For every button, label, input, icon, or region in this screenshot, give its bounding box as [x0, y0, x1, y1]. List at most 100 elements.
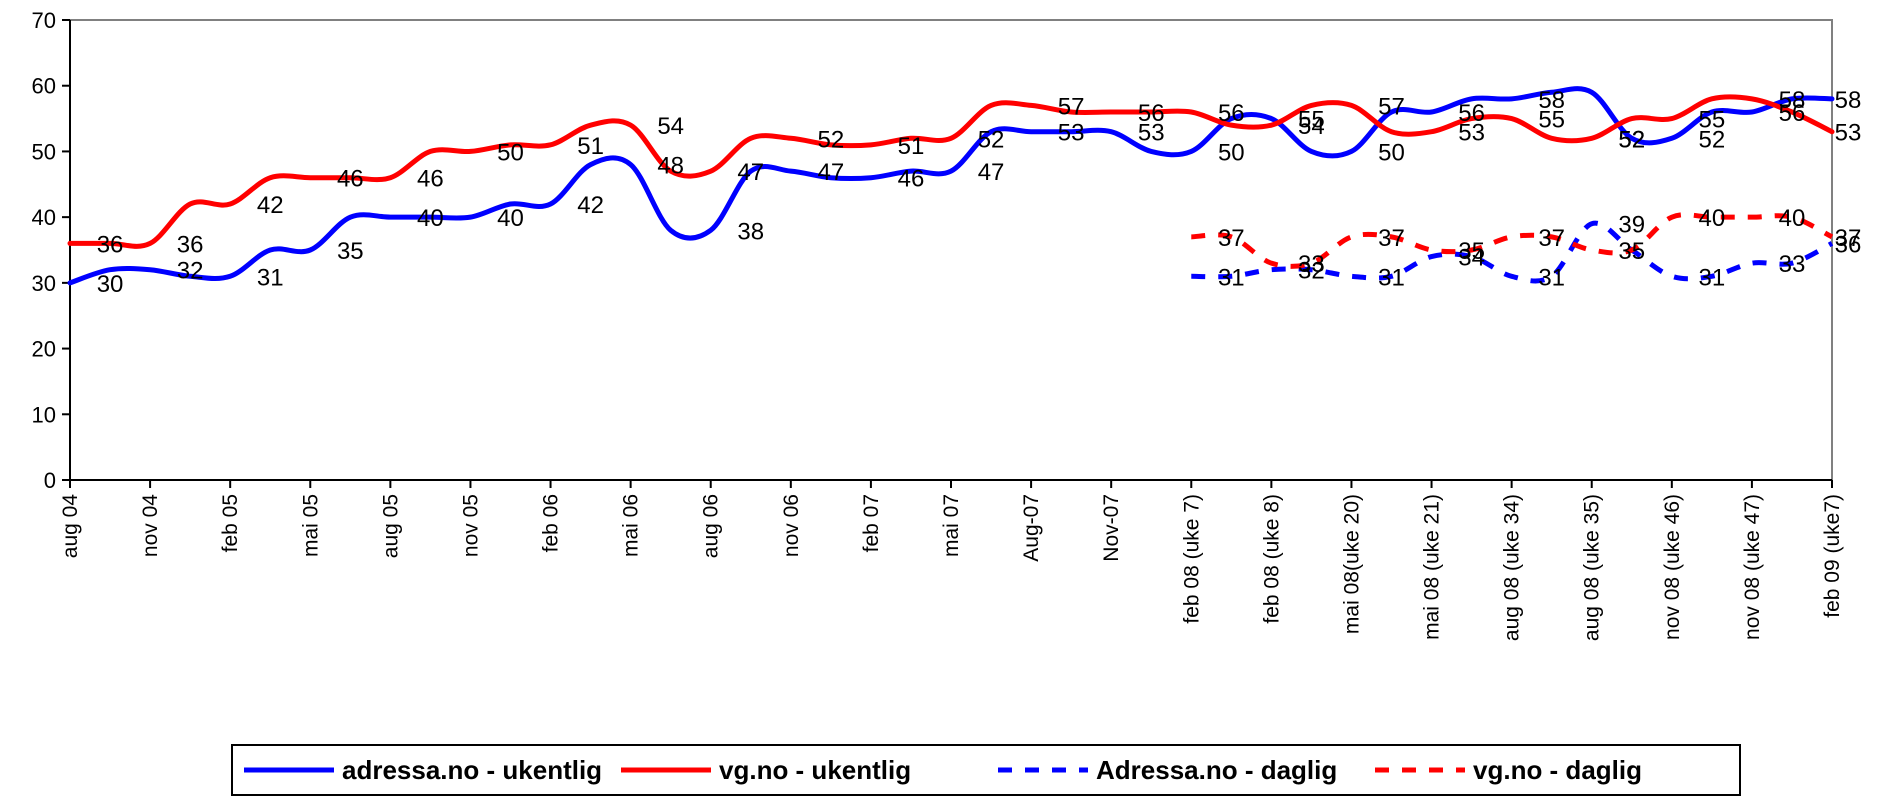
x-tick-label: feb 08 (uke 8): [1260, 494, 1283, 624]
data-label: 37: [1218, 225, 1245, 252]
data-label: 31: [1218, 264, 1245, 291]
data-label: 39: [1618, 212, 1645, 239]
x-tick-label: feb 07: [860, 494, 883, 552]
data-label: 35: [1458, 238, 1485, 265]
x-tick-label: mai 08 (uke 21): [1421, 494, 1444, 640]
data-label: 37: [1538, 225, 1565, 252]
data-label: 40: [497, 205, 524, 232]
data-label: 54: [1298, 113, 1325, 140]
x-tick-label: nov 08 (uke 46): [1661, 494, 1684, 640]
data-label: 42: [577, 192, 604, 219]
data-label: 50: [1378, 139, 1405, 166]
legend-label-2: Adressa.no - daglig: [1096, 755, 1337, 785]
legend-label-3: vg.no - daglig: [1473, 755, 1642, 785]
legend-label-1: vg.no - ukentlig: [719, 755, 911, 785]
data-label: 47: [978, 159, 1005, 186]
x-tick-label: aug 08 (uke 34): [1501, 494, 1524, 641]
data-label: 36: [97, 231, 124, 258]
data-label: 56: [1779, 100, 1806, 127]
x-tick-label: nov 04: [139, 494, 162, 557]
x-tick-label: aug 06: [700, 494, 723, 558]
x-tick-label: Nov-07: [1100, 494, 1123, 562]
chart-axes: 0 10 20 30 40 50 60 70 aug 04 nov 04 feb 05 mai 05 a…: [32, 8, 1844, 641]
data-label: 51: [898, 133, 925, 160]
x-tick-label: Aug-07: [1020, 494, 1043, 562]
series-line-1: [67, 94, 1835, 249]
y-tick-label: 0: [44, 468, 56, 493]
x-tick-label: nov 05: [459, 494, 482, 557]
series-line-2: [1191, 220, 1834, 284]
x-tick-label: mai 05: [299, 494, 322, 557]
data-label: 31: [1699, 264, 1726, 291]
data-label: 47: [737, 159, 764, 186]
data-label: 31: [1378, 264, 1405, 291]
data-label: 56: [1458, 100, 1485, 127]
legend-box: [231, 744, 1741, 796]
data-label: 52: [1699, 126, 1726, 153]
data-label: 56: [1138, 100, 1165, 127]
data-label: 33: [1298, 251, 1325, 278]
series-line-3: [1191, 212, 1834, 269]
data-label: 35: [337, 238, 364, 265]
data-label: 50: [497, 139, 524, 166]
data-label: 40: [417, 205, 444, 232]
data-label: 37: [1835, 225, 1862, 252]
data-label: 52: [978, 126, 1005, 153]
data-label: 52: [818, 126, 845, 153]
data-label: 54: [657, 113, 684, 140]
data-label: 32: [1298, 258, 1325, 285]
data-label: 36: [177, 231, 204, 258]
data-label: 55: [1538, 107, 1565, 134]
x-tick-label: feb 05: [219, 494, 242, 552]
data-label: 46: [337, 166, 364, 193]
series-line-0: [67, 86, 1835, 286]
data-label: 46: [417, 166, 444, 193]
data-label: 40: [1779, 205, 1806, 232]
data-label: 58: [1835, 87, 1862, 114]
data-label: 42: [257, 192, 284, 219]
data-label: 53: [1835, 120, 1862, 147]
x-tick-label: aug 04: [59, 494, 82, 559]
data-label: 37: [1378, 225, 1405, 252]
data-label: 58: [1538, 87, 1565, 114]
y-tick-label: 40: [32, 205, 56, 230]
chart-legend: adressa.no - ukentlig vg.no - ukentlig Adr…: [231, 744, 1741, 796]
x-tick-label: nov 06: [780, 494, 803, 557]
data-label: 57: [1058, 93, 1085, 120]
data-label: 47: [818, 159, 845, 186]
data-label: 32: [177, 258, 204, 285]
data-label: 30: [97, 271, 124, 298]
x-tick-label: feb 06: [540, 494, 563, 552]
data-label: 58: [1779, 87, 1806, 114]
data-label: 38: [737, 218, 764, 245]
data-label: 34: [1458, 245, 1485, 272]
y-tick-label: 30: [32, 271, 56, 296]
data-label: 52: [1618, 126, 1645, 153]
data-label: 40: [1699, 205, 1726, 232]
x-tick-label: feb 09 (uke7): [1821, 494, 1844, 618]
x-tick-label: aug 08 (uke 35): [1581, 494, 1604, 641]
data-label: 36: [1835, 231, 1862, 258]
chart-series: [67, 86, 1835, 286]
x-tick-label: mai 07: [940, 494, 963, 557]
data-label: 51: [577, 133, 604, 160]
y-tick-label: 60: [32, 74, 56, 99]
data-label: 52: [1618, 126, 1645, 153]
data-label: 50: [1218, 139, 1245, 166]
data-label: 53: [1058, 120, 1085, 147]
data-label: 55: [1298, 107, 1325, 134]
x-tick-label: nov 08 (uke 47): [1741, 494, 1764, 640]
y-tick-label: 20: [32, 337, 56, 362]
data-label: 53: [1138, 120, 1165, 147]
x-tick-label: feb 08 (uke 7): [1180, 494, 1203, 624]
legend-label-0: adressa.no - ukentlig: [342, 755, 602, 785]
data-label: 48: [657, 153, 684, 180]
data-label: 31: [257, 264, 284, 291]
y-tick-label: 50: [32, 139, 56, 164]
x-tick-label: mai 06: [620, 494, 643, 557]
y-tick-label: 70: [32, 8, 56, 33]
x-tick-label: mai 08(uke 20): [1340, 494, 1363, 634]
data-label: 57: [1378, 93, 1405, 120]
